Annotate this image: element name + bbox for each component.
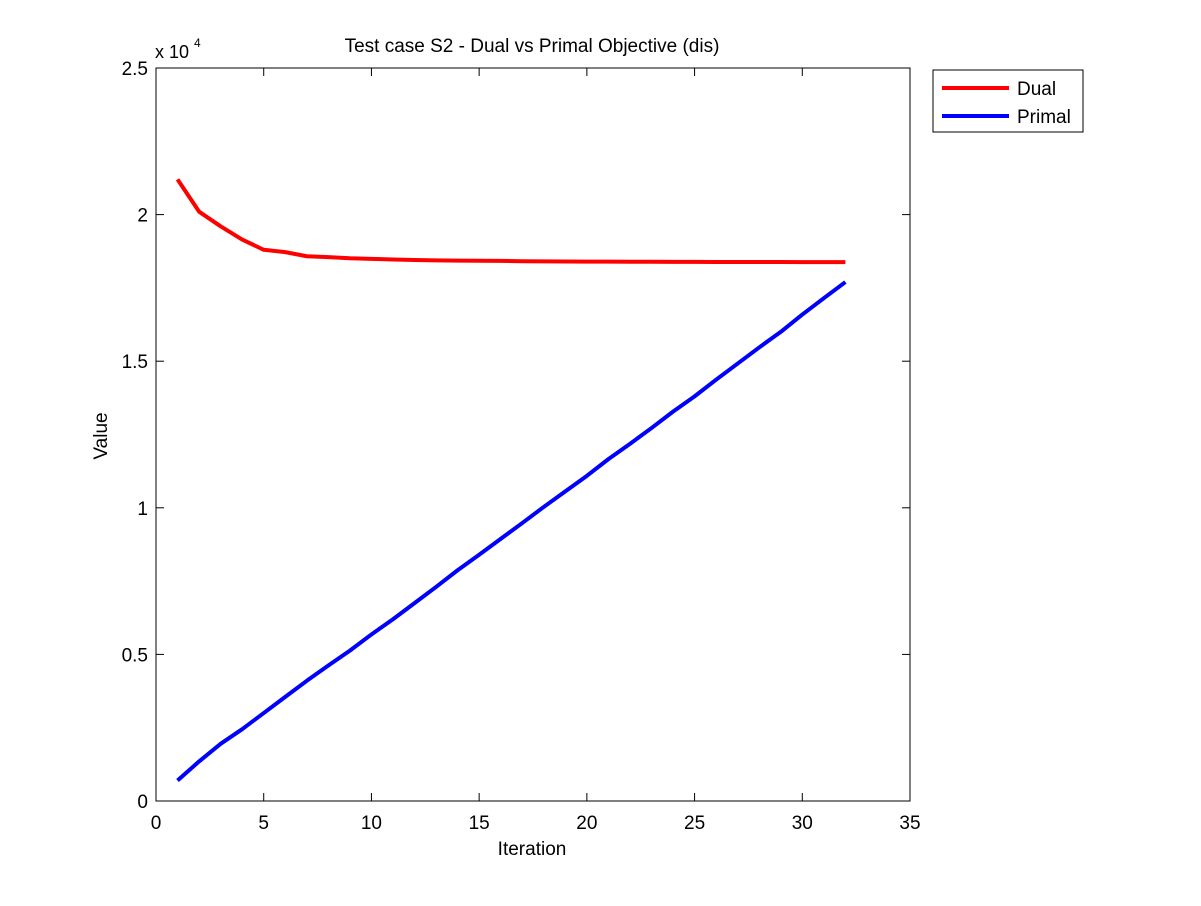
legend-label-primal: Primal — [1017, 107, 1071, 128]
legend-box — [932, 69, 1084, 133]
x-tick-label: 20 — [576, 813, 597, 834]
y-multiplier-exponent: 4 — [194, 36, 201, 50]
y-multiplier-base: x 10 — [155, 42, 189, 62]
x-axis-label: Iteration — [498, 839, 567, 860]
series-line-dual — [175, 178, 846, 265]
svg-text:x 10 4: x 10 4 — [155, 36, 201, 62]
y-tick-label: 0 — [137, 792, 148, 813]
legend: Dual Primal — [932, 69, 1084, 133]
chart-title: Test case S2 - Dual vs Primal Objective … — [345, 36, 720, 57]
x-tick-label: 30 — [792, 813, 813, 834]
x-tick-label: 15 — [469, 813, 490, 834]
x-tick-label: 0 — [151, 813, 162, 834]
x-tick-label: 10 — [361, 813, 382, 834]
legend-label-dual: Dual — [1017, 79, 1056, 100]
x-tick-label: 5 — [258, 813, 269, 834]
y-tick-label: 2 — [137, 206, 148, 227]
y-axis-multiplier: x 10 4 — [155, 36, 201, 62]
axes-box — [155, 67, 911, 802]
y-tick-label: 1 — [137, 499, 148, 520]
plot-area — [156, 68, 910, 801]
y-tick-label: 2.5 — [122, 59, 148, 80]
y-tick-label: 1.5 — [122, 352, 148, 373]
series-line-primal — [176, 280, 847, 782]
x-tick-label: 35 — [899, 813, 920, 834]
x-tick-label: 25 — [684, 813, 705, 834]
y-axis-label: Value — [91, 412, 112, 459]
y-tick-label: 0.5 — [122, 645, 148, 666]
